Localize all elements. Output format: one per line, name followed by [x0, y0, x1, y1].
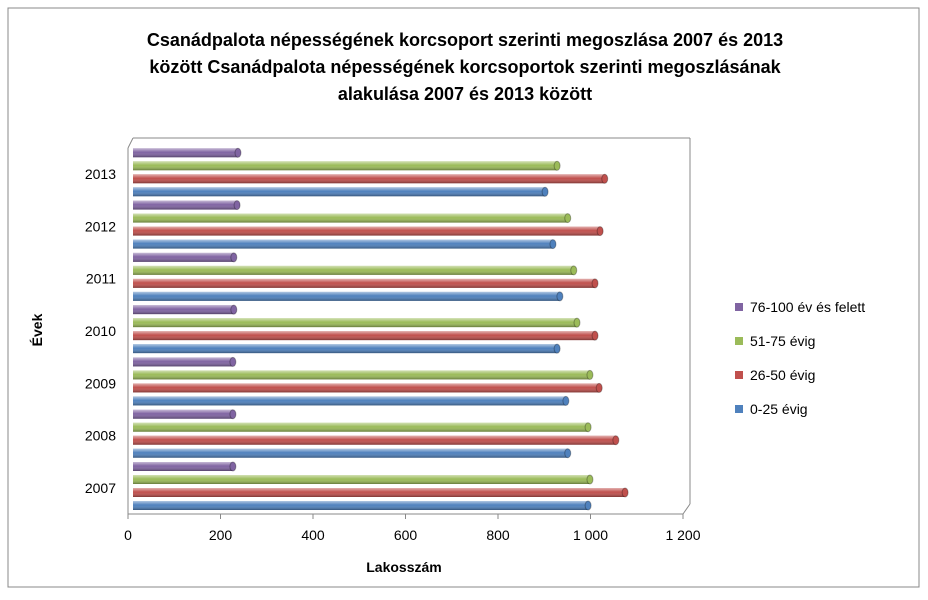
y-tick-label: 2013: [85, 166, 116, 182]
legend-label: 26-50 évig: [750, 367, 815, 383]
bar: [133, 147, 242, 158]
legend-label: 0-25 évig: [750, 401, 808, 417]
bar: [133, 409, 237, 420]
x-tick-label: 400: [301, 527, 325, 543]
bar: [133, 356, 237, 367]
bar: [133, 330, 599, 341]
legend-swatch: [735, 303, 743, 311]
x-tick-label: 800: [486, 527, 510, 543]
legend-label: 76-100 év és felett: [750, 299, 865, 315]
x-axis-title: Lakosszám: [366, 559, 441, 575]
x-tick-label: 1 000: [573, 527, 608, 543]
bar: [133, 213, 572, 224]
bar: [133, 448, 572, 459]
y-tick-label: 2009: [85, 375, 116, 391]
y-tick-label: 2008: [85, 428, 116, 444]
x-tick-label: 1 200: [665, 527, 700, 543]
bar: [133, 265, 578, 276]
bar: [133, 278, 599, 289]
bar: [133, 160, 561, 171]
y-tick-label: 2012: [85, 218, 116, 234]
bar: [133, 461, 237, 472]
y-tick-label: 2011: [86, 271, 116, 287]
legend-label: 51-75 évig: [750, 333, 815, 349]
bar: [133, 435, 620, 446]
bar: [133, 500, 592, 511]
bar: [133, 317, 581, 328]
chart-title: között Csanádpalota népességének korcsop…: [149, 57, 781, 77]
legend-swatch: [735, 337, 743, 345]
chart-title: Csanádpalota népességének korcsoport sze…: [147, 30, 783, 50]
chart-title: alakulása 2007 és 2013 között: [338, 84, 592, 104]
x-tick-label: 0: [124, 527, 132, 543]
bar: [133, 369, 594, 380]
y-tick-label: 2010: [85, 323, 116, 339]
bar: [133, 395, 570, 406]
bar: [133, 226, 604, 237]
bar: [133, 487, 629, 498]
bar: [133, 252, 238, 263]
y-axis-title: Évek: [29, 313, 45, 346]
legend-swatch: [735, 371, 743, 379]
y-tick-label: 2007: [85, 480, 116, 496]
bar: [133, 382, 603, 393]
x-tick-label: 600: [394, 527, 418, 543]
bar: [133, 304, 238, 315]
bar: [133, 291, 564, 302]
bar: [133, 422, 592, 433]
legend-swatch: [735, 405, 743, 413]
bar: [133, 186, 549, 197]
bar: [133, 200, 241, 211]
bar: [133, 474, 594, 485]
x-tick-label: 200: [209, 527, 233, 543]
bar: [133, 343, 561, 354]
bar: [133, 173, 609, 184]
bar: [133, 239, 557, 250]
